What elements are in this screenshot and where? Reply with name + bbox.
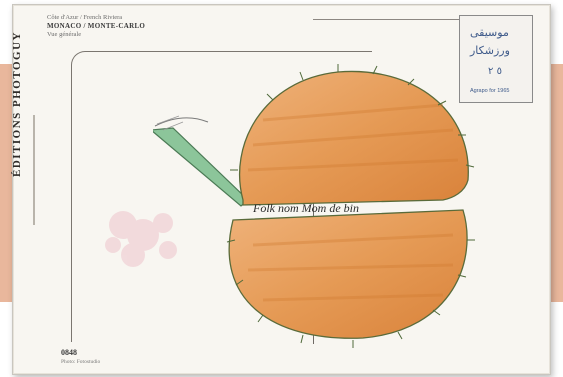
handwritten-stamp-scribble: موسیقی ورزشکار ٥ ٢	[469, 26, 510, 77]
svg-text:ورزشکار: ورزشکار	[469, 44, 510, 57]
publisher-vertical-title: ÉDITIONS PHOTOGUY	[11, 30, 23, 178]
postcard-footer: 0848 Photo: Fotostudio	[61, 348, 100, 365]
melon-drawing: Folk nom Mom de bin	[153, 64, 475, 348]
header-view: Vue générale	[47, 31, 82, 38]
svg-text:موسیقی: موسیقی	[470, 26, 509, 39]
drawing-frame	[71, 51, 372, 342]
stem-icon	[153, 115, 249, 207]
pink-stain	[105, 211, 177, 267]
header-region: Côte d'Azur / French Riviera	[47, 14, 123, 21]
photo-credit: Photo: Fotostudio	[61, 359, 101, 365]
stamp-box: موسیقی ورزشکار ٥ ٢ Agrapo for 1965	[459, 15, 533, 103]
card-code: 0848	[61, 348, 77, 357]
address-divider	[313, 79, 314, 344]
frame-top-line	[313, 19, 473, 20]
drawing-handwriting: Folk nom Mom de bin	[252, 201, 359, 215]
stamp-caption: Agrapo for 1965	[470, 88, 510, 94]
header-city: MONACO / MONTE-CARLO	[47, 22, 146, 30]
vertical-rule	[33, 115, 35, 225]
postcard-header: Côte d'Azur / French Riviera MONACO / MO…	[47, 14, 145, 38]
postcard: ÉDITIONS PHOTOGUY Côte d'Azur / French R…	[11, 4, 551, 375]
svg-text:٥ ٢: ٥ ٢	[488, 66, 502, 77]
